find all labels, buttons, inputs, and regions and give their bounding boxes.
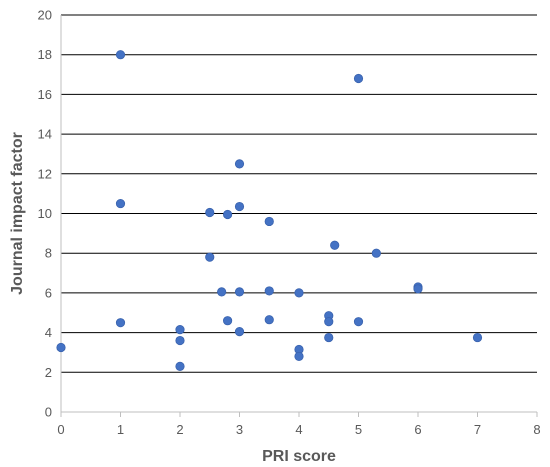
data-point xyxy=(234,201,245,212)
data-point xyxy=(264,286,274,296)
x-tick-label: 7 xyxy=(474,422,481,437)
y-tick-label: 16 xyxy=(38,87,52,102)
y-tick-label: 20 xyxy=(38,8,52,23)
data-point xyxy=(472,332,483,343)
data-point xyxy=(294,288,304,298)
y-tick-label: 6 xyxy=(45,285,52,300)
y-tick-label: 2 xyxy=(45,365,52,380)
y-tick-labels: 0 2 4 6 8 10 12 14 16 18 20 xyxy=(38,8,52,420)
x-tick-label: 8 xyxy=(533,422,540,437)
data-point xyxy=(223,316,233,326)
data-points xyxy=(56,50,483,371)
data-point xyxy=(413,284,423,294)
gridlines xyxy=(61,14,537,373)
data-point xyxy=(115,198,126,209)
data-point xyxy=(234,159,245,169)
data-point xyxy=(324,317,334,327)
data-point xyxy=(205,207,215,218)
y-tick-label: 4 xyxy=(45,325,52,340)
data-point xyxy=(175,325,185,335)
x-tick-labels: 0 1 2 3 4 5 6 7 8 xyxy=(57,422,540,437)
y-axis-title: Journal impact factor xyxy=(9,132,26,295)
data-point xyxy=(223,209,233,220)
y-tick-label: 8 xyxy=(45,246,52,261)
data-point xyxy=(217,287,227,297)
data-point xyxy=(115,318,126,328)
x-tick-label: 1 xyxy=(117,422,124,437)
y-tick-label: 10 xyxy=(38,206,52,221)
y-tick-label: 0 xyxy=(45,405,52,420)
y-tick-label: 12 xyxy=(38,166,52,181)
data-point xyxy=(175,335,185,346)
data-point xyxy=(353,317,364,327)
x-tick-label: 5 xyxy=(355,422,362,437)
data-point xyxy=(264,315,274,325)
x-tick-label: 3 xyxy=(236,422,243,437)
data-point xyxy=(294,351,304,362)
x-tick-label: 6 xyxy=(414,422,421,437)
x-tick-label: 4 xyxy=(295,422,302,437)
x-axis-title: PRI score xyxy=(262,448,336,465)
data-point xyxy=(234,287,245,297)
data-point xyxy=(234,327,245,337)
data-point xyxy=(353,73,364,84)
x-tick-label: 2 xyxy=(176,422,183,437)
data-point xyxy=(330,240,340,250)
data-point xyxy=(175,361,185,371)
data-point xyxy=(264,216,274,227)
data-point xyxy=(371,248,381,258)
data-point xyxy=(205,252,215,262)
data-point xyxy=(324,332,334,343)
y-tick-label: 14 xyxy=(38,127,52,142)
data-point xyxy=(56,342,66,353)
y-tick-label: 18 xyxy=(38,47,52,62)
data-point xyxy=(115,50,126,60)
x-tick-label: 0 xyxy=(57,422,64,437)
